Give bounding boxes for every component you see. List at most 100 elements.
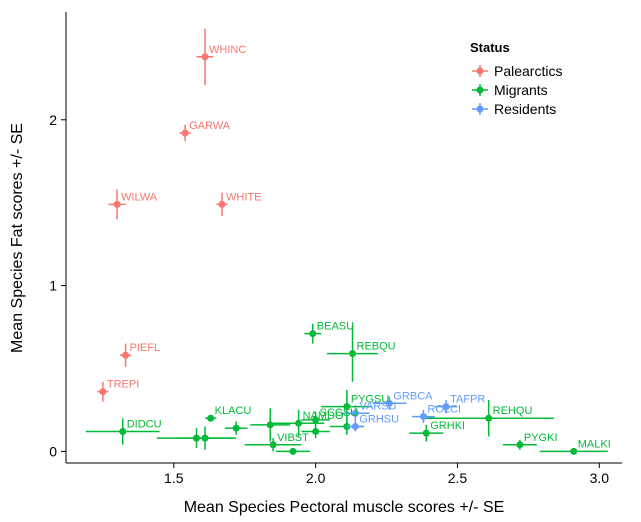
point-marker: [422, 429, 430, 437]
point-labels: WHINC GARWA WILWA WHITE PIEFL TREPI BEASUREBQU…: [107, 44, 611, 451]
data-point: [250, 408, 291, 442]
data-point: [179, 124, 191, 142]
y-axis-title: Mean Species Fat scores +/- SE: [9, 123, 26, 353]
point-marker: [218, 200, 226, 208]
axes: [65, 12, 622, 464]
x-tick-label: 3.0: [590, 470, 610, 486]
point-marker: [122, 351, 130, 359]
point-marker: [570, 447, 578, 455]
legend-key-point: [476, 105, 484, 113]
legend-key-point: [476, 86, 484, 94]
point-label: GRHKI: [430, 420, 465, 432]
data-point: [196, 28, 214, 85]
data-point: [434, 399, 458, 414]
data-point: [346, 421, 364, 432]
legend-label: Migrants: [494, 82, 548, 98]
point-marker: [385, 399, 393, 407]
legend-label: Palearctics: [494, 63, 562, 79]
data-point: [176, 426, 234, 450]
point-marker: [181, 129, 189, 137]
point-marker: [349, 350, 357, 358]
ticks: 1.5 2.0 2.5 3.0 0 1 2: [49, 112, 609, 486]
legend: Status Palearctics Migrants Residents: [470, 40, 562, 117]
point-label: SCCSU: [320, 407, 359, 419]
point-marker: [351, 423, 359, 431]
data-point: [502, 439, 537, 450]
point-label: KLACU: [215, 405, 252, 417]
point-marker: [269, 441, 277, 449]
point-marker: [113, 200, 121, 208]
data-point: [341, 404, 370, 422]
data-point: [205, 414, 217, 422]
point-label: GRBCA: [393, 390, 433, 402]
point-label: GRHSU: [359, 414, 399, 426]
point-label: TREPI: [107, 379, 139, 391]
data-point: [321, 390, 373, 424]
legend-title: Status: [470, 40, 510, 55]
point-marker: [289, 447, 297, 455]
point-label: REBQU: [357, 341, 396, 353]
y-tick-label: 1: [49, 278, 57, 294]
point-label: NAMDO: [303, 410, 344, 422]
data-point: [97, 381, 109, 402]
data-point: [412, 409, 435, 424]
data-point: [304, 323, 322, 344]
point-marker: [232, 424, 240, 432]
data-point: [85, 418, 160, 445]
point-marker: [419, 413, 427, 421]
data-point: [244, 438, 302, 452]
data-point: [423, 399, 554, 437]
point-label: TAFPR: [450, 394, 485, 406]
point-marker: [119, 427, 127, 435]
data-point: [539, 447, 608, 455]
y-tick-label: 0: [49, 443, 57, 459]
point-marker: [207, 414, 215, 422]
data-point: [119, 343, 132, 367]
point-label: PIEFL: [130, 342, 161, 354]
data-point: [216, 192, 228, 216]
point-label: ROLCI: [427, 404, 461, 416]
point-label: WHINC: [209, 44, 246, 56]
point-marker: [201, 53, 209, 61]
data-marks: [85, 28, 608, 455]
data-point: [273, 409, 325, 437]
data-point: [275, 447, 310, 455]
legend-label: Residents: [494, 101, 556, 117]
legend-key-point: [476, 67, 484, 75]
x-tick-label: 2.0: [306, 470, 326, 486]
point-label: VIBST: [277, 432, 309, 444]
point-marker: [343, 403, 351, 411]
point-label: BEASU: [317, 321, 354, 333]
point-marker: [485, 414, 493, 422]
legend-item: Residents: [472, 101, 556, 117]
legend-item: Migrants: [472, 82, 548, 98]
point-marker: [516, 441, 524, 449]
point-label: WHITE: [226, 191, 261, 203]
point-label: GARWA: [189, 120, 231, 132]
point-label: PYGSU: [351, 394, 390, 406]
point-label: REHQU: [493, 405, 533, 417]
point-label: MALKI: [578, 438, 611, 450]
point-marker: [266, 421, 274, 429]
point-marker: [312, 416, 320, 424]
point-marker: [309, 330, 317, 338]
point-label: VARSU: [359, 400, 396, 412]
point-marker: [201, 434, 209, 442]
data-point: [108, 189, 126, 220]
point-label: DIDCU: [127, 418, 162, 430]
y-tick-label: 2: [49, 112, 57, 128]
point-marker: [312, 427, 320, 435]
point-marker: [295, 419, 303, 427]
data-point: [301, 424, 330, 439]
data-point: [326, 325, 379, 382]
x-tick-label: 1.5: [164, 470, 184, 486]
x-tick-label: 2.5: [448, 470, 468, 486]
data-point: [409, 424, 444, 442]
point-label: PYGKI: [524, 432, 558, 444]
point-label: WILWA: [121, 191, 158, 203]
point-marker: [99, 388, 107, 396]
point-marker: [442, 403, 450, 411]
x-axis-title: Mean Species Pectoral muscle scores +/- …: [184, 499, 505, 516]
data-point: [224, 421, 248, 435]
